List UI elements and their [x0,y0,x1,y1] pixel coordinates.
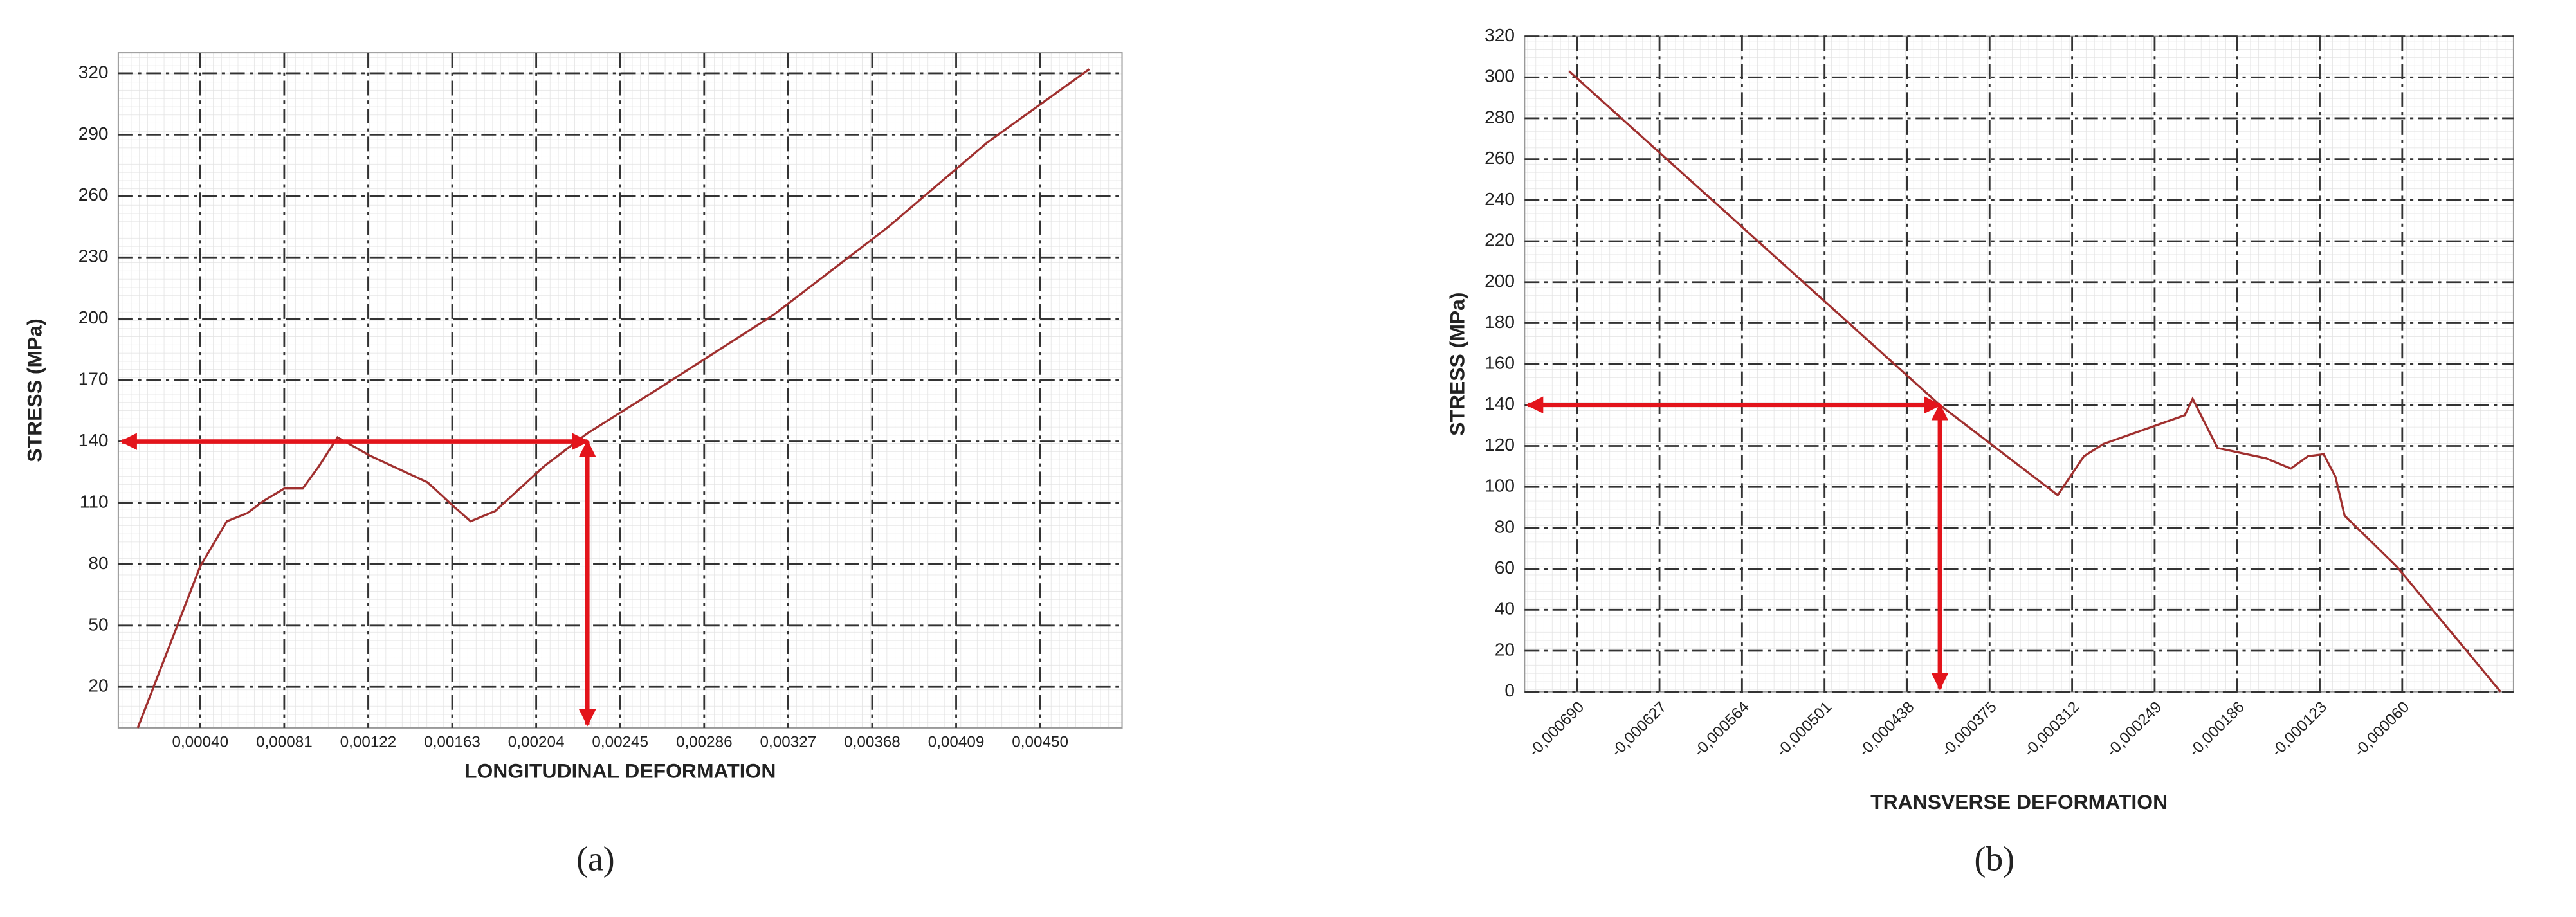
x-tick-label: -0,000123 [2269,698,2330,760]
x-tick-label: -0,000375 [1938,698,2000,760]
y-tick-label: 0 [1504,680,1515,700]
x-tick-label: -0,000249 [2103,698,2165,760]
y-tick-label: 200 [78,307,109,327]
y-tick-label: 300 [1484,66,1515,86]
y-tick-label: 40 [1495,599,1515,619]
y-tick-label: 140 [78,430,109,450]
y-tick-label: 240 [1484,189,1515,209]
x-tick-label: 0,00040 [172,733,228,750]
y-tick-label: 160 [1484,353,1515,373]
y-tick-label: 20 [1495,639,1515,659]
y-tick-label: 110 [80,491,109,511]
x-tick-label: -0,000501 [1773,698,1835,760]
y-tick-label: 290 [78,123,109,143]
x-tick-label: -0,000060 [2351,698,2413,760]
x-tick-label: -0,000186 [2186,698,2247,760]
y-tick-label: 140 [1484,394,1515,413]
y-tick-label: 320 [1484,25,1515,45]
x-tick-label: -0,000564 [1690,698,1752,760]
caption: (b) [1975,840,2015,878]
data-line [136,68,1090,729]
y-tick-label: 260 [1484,148,1515,168]
y-tick-label: 320 [78,62,109,82]
y-axis-title: STRESS (MPa) [23,318,46,462]
y-tick-label: 230 [78,246,109,266]
x-tick-label: 0,00081 [256,733,313,750]
y-tick-label: 20 [88,676,108,696]
y-tick-label: 200 [1484,271,1515,291]
y-tick-label: 260 [78,185,109,204]
x-tick-label: 0,00327 [760,733,817,750]
x-tick-label: -0,000690 [1526,698,1587,760]
caption: (a) [576,840,615,878]
y-axis-title: STRESS (MPa) [1446,292,1469,435]
x-axis-title: TRANSVERSE DEFORMATION [1870,790,2168,813]
x-tick-label: -0,000627 [1608,698,1670,760]
y-tick-label: 80 [1495,516,1515,536]
x-tick-label: 0,00204 [508,733,565,750]
x-tick-label: 0,00450 [1012,733,1068,750]
y-tick-label: 50 [88,614,108,634]
x-axis-title: LONGITUDINAL DEFORMATION [464,759,776,782]
y-tick-label: 280 [1484,107,1515,127]
x-tick-label: 0,00286 [676,733,733,750]
y-tick-label: 120 [1484,435,1515,455]
x-tick-label: 0,00163 [424,733,480,750]
y-tick-label: 60 [1495,558,1515,577]
y-tick-label: 180 [1484,312,1515,332]
data-line [1568,70,2501,693]
y-tick-label: 100 [1484,476,1515,496]
x-tick-label: -0,000312 [2021,698,2083,760]
x-tick-label: 0,00368 [844,733,900,750]
y-tick-label: 220 [1484,230,1515,250]
y-tick-label: 170 [78,369,109,389]
x-tick-label: 0,00122 [340,733,397,750]
x-tick-label: 0,00245 [592,733,648,750]
y-tick-label: 80 [88,553,108,573]
x-tick-label: 0,00409 [928,733,985,750]
x-tick-label: -0,000438 [1856,698,1917,760]
